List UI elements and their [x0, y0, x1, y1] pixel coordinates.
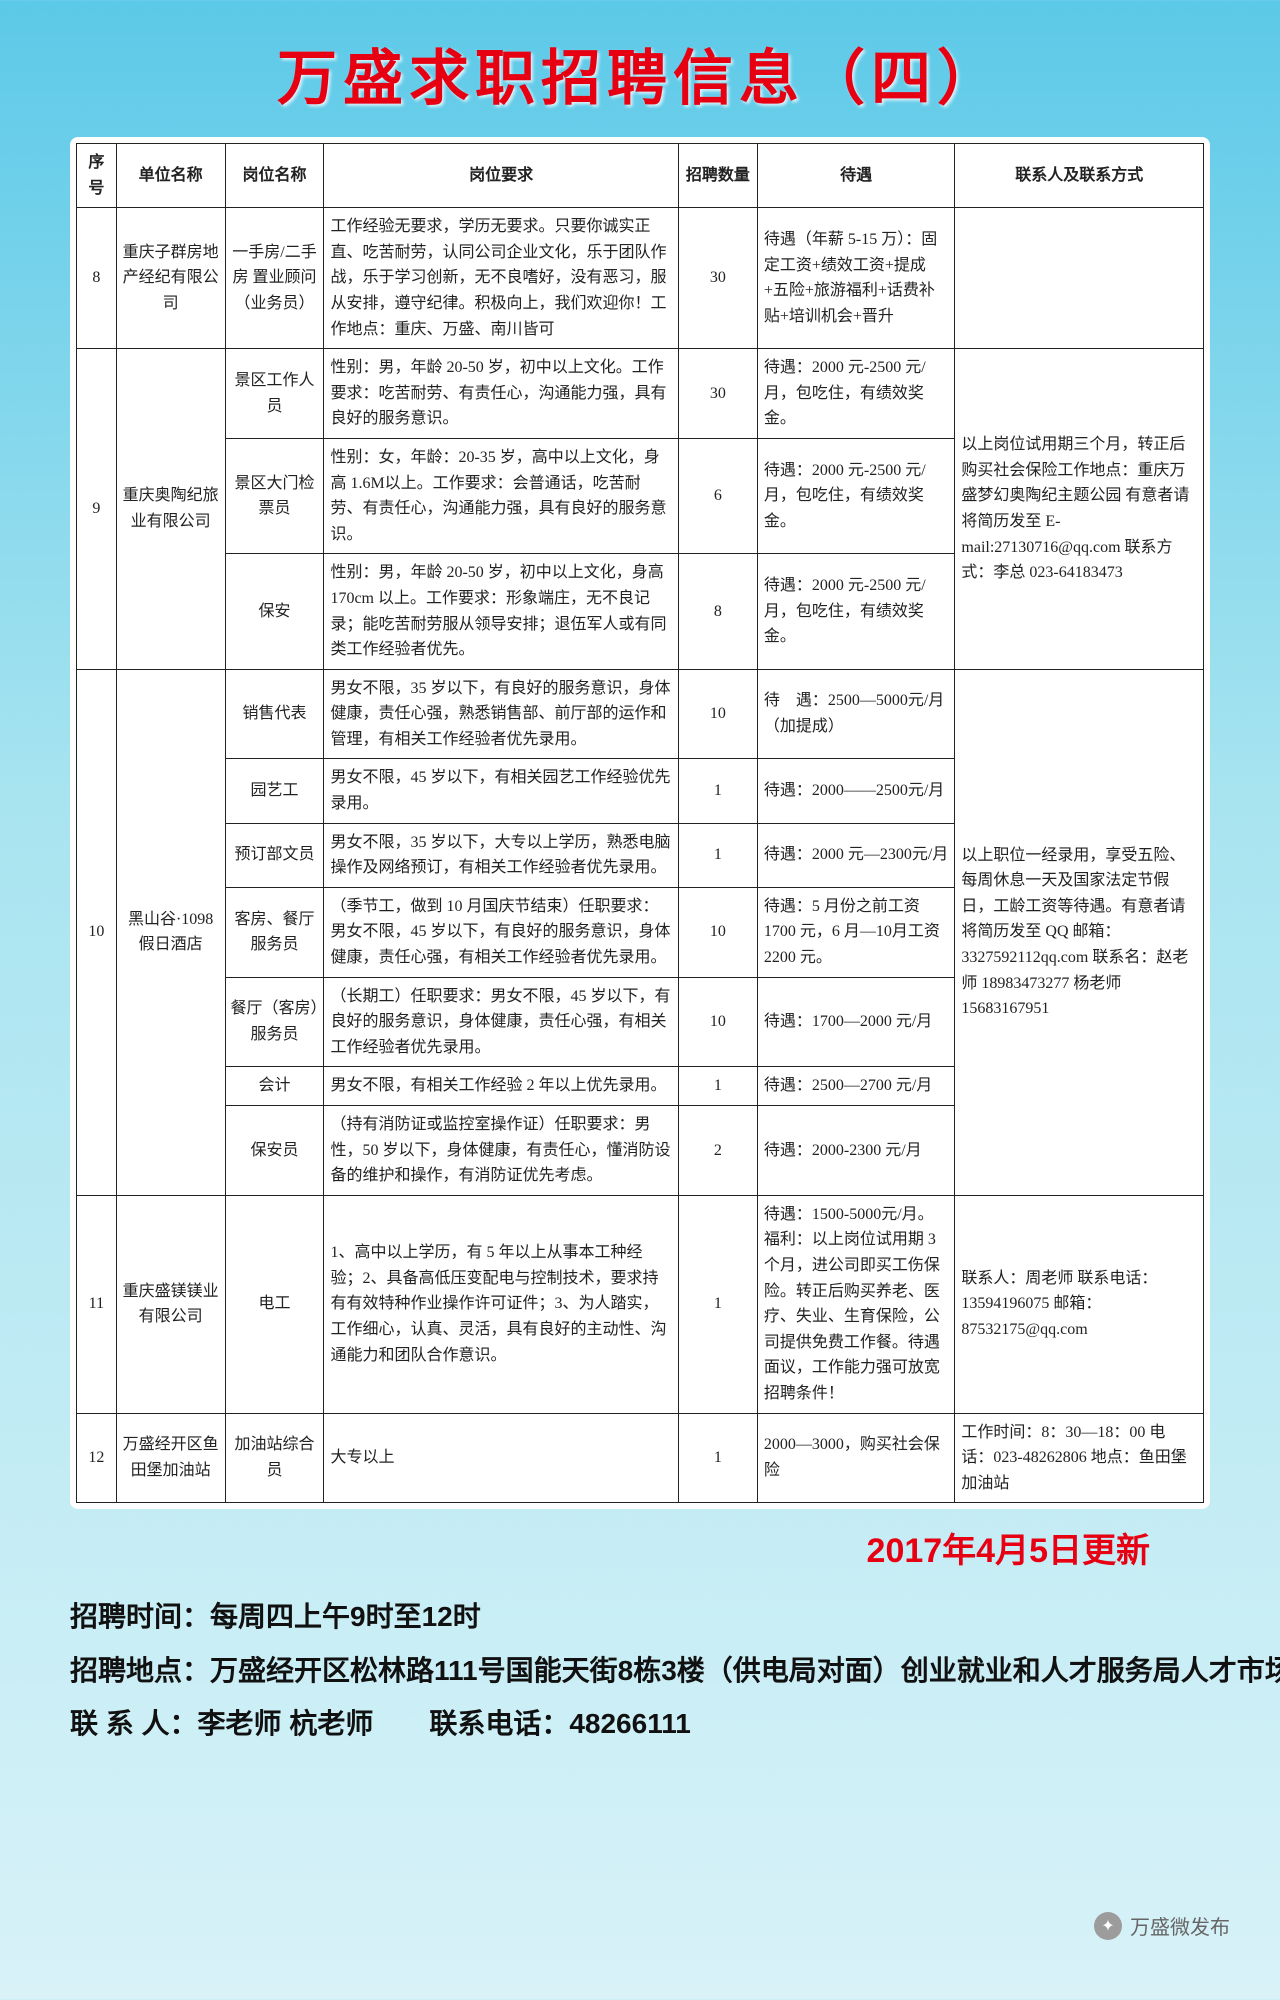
cell-contact: 以上职位一经录用，享受五险、每周休息一天及国家法定节假日，工龄工资等待遇。有意者… — [955, 669, 1204, 1195]
wechat-icon: ✦ — [1094, 1912, 1122, 1940]
th-con: 联系人及联系方式 — [955, 144, 1204, 208]
cell-number: 10 — [678, 977, 757, 1067]
cell-seq: 11 — [77, 1195, 117, 1413]
cell-benefit: 待遇：2000 元-2500 元/月，包吃住，有绩效奖金。 — [757, 438, 955, 553]
cell-position: 园艺工 — [225, 759, 324, 823]
cell-position: 会计 — [225, 1067, 324, 1106]
cell-position: 预订部文员 — [225, 823, 324, 887]
cell-org: 黑山谷·1098 假日酒店 — [116, 669, 225, 1195]
table-row: 9重庆奥陶纪旅业有限公司景区工作人员性别：男，年龄 20-50 岁，初中以上文化… — [77, 349, 1204, 439]
cell-requirement: 男女不限，45 岁以下，有相关园艺工作经验优先录用。 — [324, 759, 678, 823]
cell-requirement: （季节工，做到 10 月国庆节结束）任职要求：男女不限，45 岁以下，有良好的服… — [324, 887, 678, 977]
cell-number: 1 — [678, 759, 757, 823]
cell-benefit: 待遇：5 月份之前工资 1700 元，6 月—10月工资 2200 元。 — [757, 887, 955, 977]
job-table: 序号 单位名称 岗位名称 岗位要求 招聘数量 待遇 联系人及联系方式 8重庆子群… — [76, 143, 1204, 1503]
cell-seq: 9 — [77, 349, 117, 670]
cell-contact: 工作时间：8：30—18：00 电话：023-48262806 地点：鱼田堡加油… — [955, 1413, 1204, 1503]
th-num: 招聘数量 — [678, 144, 757, 208]
cell-benefit: 待遇：2000 元-2500 元/月，包吃住，有绩效奖金。 — [757, 349, 955, 439]
cell-position: 餐厅（客房）服务员 — [225, 977, 324, 1067]
cell-org: 重庆子群房地产经纪有限公司 — [116, 208, 225, 349]
cell-position: 销售代表 — [225, 669, 324, 759]
cell-benefit: 待遇：1500-5000元/月。福利：以上岗位试用期 3 个月，进公司即买工伤保… — [757, 1195, 955, 1413]
footer-info: 招聘时间：每周四上午9时至12时 招聘地点：万盛经开区松林路111号国能天街8栋… — [60, 1590, 1220, 1750]
th-org: 单位名称 — [116, 144, 225, 208]
cell-benefit: 2000—3000，购买社会保险 — [757, 1413, 955, 1503]
cell-benefit: 待遇：2000——2500元/月 — [757, 759, 955, 823]
th-ben: 待遇 — [757, 144, 955, 208]
footer-address: 招聘地点：万盛经开区松林路111号国能天街8栋3楼（供电局对面）创业就业和人才服… — [70, 1644, 1210, 1697]
cell-number: 6 — [678, 438, 757, 553]
cell-position: 景区工作人员 — [225, 349, 324, 439]
cell-contact: 联系人：周老师 联系电话：13594196075 邮箱：87532175@qq.… — [955, 1195, 1204, 1413]
cell-requirement: 工作经验无要求，学历无要求。只要你诚实正直、吃苦耐劳，认同公司企业文化，乐于团队… — [324, 208, 678, 349]
cell-requirement: 男女不限，35 岁以下，大专以上学历，熟悉电脑操作及网络预订，有相关工作经验者优… — [324, 823, 678, 887]
update-date: 2017年4月5日更新 — [60, 1523, 1150, 1572]
cell-benefit: 待遇：1700—2000 元/月 — [757, 977, 955, 1067]
cell-number: 30 — [678, 208, 757, 349]
cell-benefit: 待遇：2000 元-2500 元/月，包吃住，有绩效奖金。 — [757, 554, 955, 669]
table-row: 8重庆子群房地产经纪有限公司一手房/二手房 置业顾问（业务员）工作经验无要求，学… — [77, 208, 1204, 349]
cell-benefit: 待 遇：2500—5000元/月（加提成） — [757, 669, 955, 759]
page-title: 万盛求职招聘信息（四） — [60, 30, 1220, 117]
table-header-row: 序号 单位名称 岗位名称 岗位要求 招聘数量 待遇 联系人及联系方式 — [77, 144, 1204, 208]
cell-org: 万盛经开区鱼田堡加油站 — [116, 1413, 225, 1503]
cell-org: 重庆盛镁镁业有限公司 — [116, 1195, 225, 1413]
cell-requirement: 男女不限，有相关工作经验 2 年以上优先录用。 — [324, 1067, 678, 1106]
cell-org: 重庆奥陶纪旅业有限公司 — [116, 349, 225, 670]
table-row: 11重庆盛镁镁业有限公司电工1、高中以上学历，有 5 年以上从事本工种经验；2、… — [77, 1195, 1204, 1413]
cell-position: 保安员 — [225, 1106, 324, 1196]
cell-requirement: 性别：男，年龄 20-50 岁，初中以上文化，身高 170cm 以上。工作要求：… — [324, 554, 678, 669]
wechat-tag: ✦ 万盛微发布 — [1094, 1911, 1230, 1940]
cell-benefit: 待遇：2000-2300 元/月 — [757, 1106, 955, 1196]
cell-seq: 10 — [77, 669, 117, 1195]
cell-contact: 以上岗位试用期三个月，转正后购买社会保险工作地点：重庆万盛梦幻奥陶纪主题公园 有… — [955, 349, 1204, 670]
cell-number: 1 — [678, 1195, 757, 1413]
cell-requirement: 大专以上 — [324, 1413, 678, 1503]
cell-requirement: 性别：女，年龄：20-35 岁，高中以上文化，身高 1.6M以上。工作要求：会普… — [324, 438, 678, 553]
cell-benefit: 待遇：2500—2700 元/月 — [757, 1067, 955, 1106]
th-seq: 序号 — [77, 144, 117, 208]
cell-number: 1 — [678, 1067, 757, 1106]
table-row: 10黑山谷·1098 假日酒店销售代表男女不限，35 岁以下，有良好的服务意识，… — [77, 669, 1204, 759]
cell-position: 保安 — [225, 554, 324, 669]
wechat-label: 万盛微发布 — [1130, 1911, 1230, 1940]
cell-seq: 8 — [77, 208, 117, 349]
cell-number: 10 — [678, 887, 757, 977]
cell-position: 一手房/二手房 置业顾问（业务员） — [225, 208, 324, 349]
cell-contact — [955, 208, 1204, 349]
cell-position: 加油站综合员 — [225, 1413, 324, 1503]
cell-requirement: （持有消防证或监控室操作证）任职要求：男性，50 岁以下，身体健康，有责任心，懂… — [324, 1106, 678, 1196]
cell-position: 电工 — [225, 1195, 324, 1413]
job-table-container: 序号 单位名称 岗位名称 岗位要求 招聘数量 待遇 联系人及联系方式 8重庆子群… — [70, 137, 1210, 1509]
cell-benefit: 待遇（年薪 5-15 万）：固定工资+绩效工资+提成+五险+旅游福利+话费补贴+… — [757, 208, 955, 349]
cell-number: 8 — [678, 554, 757, 669]
cell-requirement: 性别：男，年龄 20-50 岁，初中以上文化。工作要求：吃苦耐劳、有责任心，沟通… — [324, 349, 678, 439]
cell-benefit: 待遇：2000 元—2300元/月 — [757, 823, 955, 887]
cell-number: 2 — [678, 1106, 757, 1196]
table-row: 12万盛经开区鱼田堡加油站加油站综合员大专以上12000—3000，购买社会保险… — [77, 1413, 1204, 1503]
cell-requirement: 1、高中以上学历，有 5 年以上从事本工种经验；2、具备高低压变配电与控制技术，… — [324, 1195, 678, 1413]
cell-seq: 12 — [77, 1413, 117, 1503]
cell-requirement: 男女不限，35 岁以下，有良好的服务意识，身体健康，责任心强，熟悉销售部、前厅部… — [324, 669, 678, 759]
cell-number: 30 — [678, 349, 757, 439]
th-req: 岗位要求 — [324, 144, 678, 208]
cell-number: 1 — [678, 823, 757, 887]
cell-position: 客房、餐厅服务员 — [225, 887, 324, 977]
footer-contact: 联 系 人：李老师 杭老师 联系电话：48266111 — [70, 1697, 1210, 1750]
cell-position: 景区大门检票员 — [225, 438, 324, 553]
th-pos: 岗位名称 — [225, 144, 324, 208]
cell-number: 1 — [678, 1413, 757, 1503]
cell-number: 10 — [678, 669, 757, 759]
footer-time: 招聘时间：每周四上午9时至12时 — [70, 1590, 1210, 1643]
cell-requirement: （长期工）任职要求：男女不限，45 岁以下，有良好的服务意识，身体健康，责任心强… — [324, 977, 678, 1067]
